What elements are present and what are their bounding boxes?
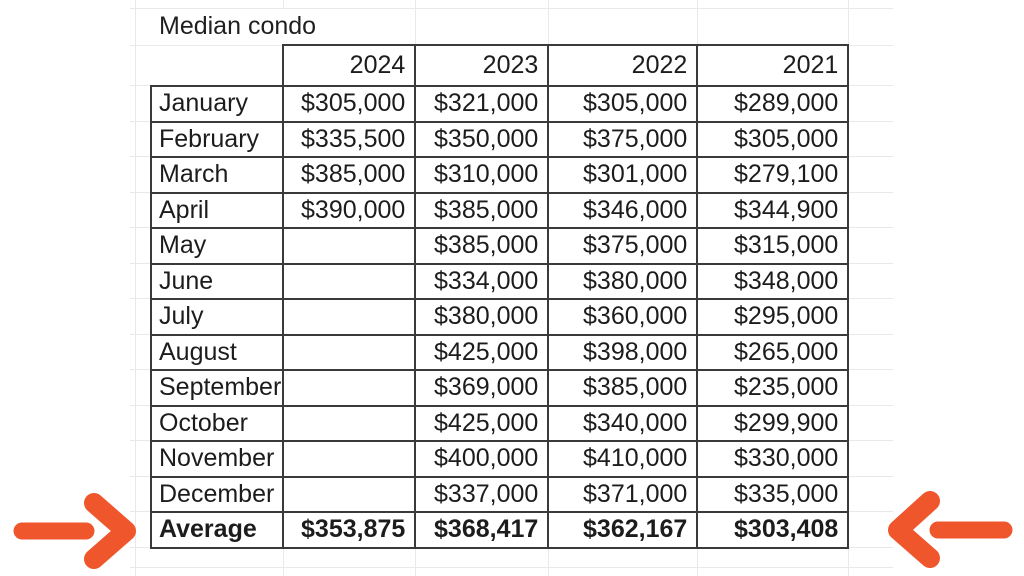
price-cell[interactable]: $310,000 bbox=[414, 156, 550, 194]
price-cell[interactable] bbox=[282, 333, 417, 371]
price-cell[interactable]: $346,000 bbox=[547, 191, 699, 229]
price-cell[interactable]: $305,000 bbox=[282, 85, 417, 123]
month-cell[interactable]: September bbox=[149, 369, 285, 407]
price-cell[interactable]: $360,000 bbox=[547, 298, 699, 336]
month-cell[interactable]: March bbox=[149, 156, 285, 194]
price-cell[interactable] bbox=[282, 369, 417, 407]
price-cell[interactable]: $335,500 bbox=[282, 120, 417, 158]
table-row: July $380,000 $360,000 $295,000 bbox=[149, 298, 850, 336]
month-cell[interactable]: January bbox=[149, 85, 285, 123]
table-row: October $425,000 $340,000 $299,900 bbox=[149, 404, 850, 442]
table-row: January $305,000 $321,000 $305,000 $289,000 bbox=[149, 85, 850, 123]
year-header-row: 2024 2023 2022 2021 bbox=[151, 44, 850, 87]
price-cell[interactable]: $289,000 bbox=[696, 85, 850, 123]
gridline bbox=[130, 8, 893, 9]
price-cell[interactable]: $362,167 bbox=[547, 511, 699, 549]
condo-price-table: 2024 2023 2022 2021 January $305,000 $321,… bbox=[149, 44, 850, 549]
table-row: November $400,000 $410,000 $330,000 bbox=[149, 440, 850, 478]
table-row: December $337,000 $371,000 $335,000 bbox=[149, 475, 850, 513]
price-cell[interactable]: $299,900 bbox=[696, 404, 850, 442]
price-cell[interactable]: $385,000 bbox=[414, 191, 550, 229]
price-cell[interactable]: $337,000 bbox=[414, 475, 550, 513]
blank-header-cell[interactable] bbox=[151, 45, 283, 86]
table-row: May $385,000 $375,000 $315,000 bbox=[149, 227, 850, 265]
price-cell[interactable]: $425,000 bbox=[414, 333, 550, 371]
month-cell[interactable]: July bbox=[149, 298, 285, 336]
gridline bbox=[848, 0, 849, 576]
month-cell[interactable]: April bbox=[149, 191, 285, 229]
price-cell[interactable]: $279,100 bbox=[696, 156, 850, 194]
gridline bbox=[130, 567, 893, 568]
table-row: September $369,000 $385,000 $235,000 bbox=[149, 369, 850, 407]
month-cell[interactable]: December bbox=[149, 475, 285, 513]
year-header-2022[interactable]: 2022 bbox=[547, 44, 699, 87]
price-cell[interactable]: $305,000 bbox=[547, 85, 699, 123]
price-cell[interactable]: $398,000 bbox=[547, 333, 699, 371]
price-cell[interactable]: $330,000 bbox=[696, 440, 850, 478]
price-cell[interactable]: $348,000 bbox=[696, 262, 850, 300]
price-cell[interactable]: $301,000 bbox=[547, 156, 699, 194]
table-row: August $425,000 $398,000 $265,000 bbox=[149, 333, 850, 371]
price-cell[interactable]: $353,875 bbox=[282, 511, 417, 549]
price-cell[interactable]: $400,000 bbox=[414, 440, 550, 478]
price-cell[interactable] bbox=[282, 475, 417, 513]
price-cell[interactable]: $425,000 bbox=[414, 404, 550, 442]
table-row: June $334,000 $380,000 $348,000 bbox=[149, 262, 850, 300]
month-cell[interactable]: August bbox=[149, 333, 285, 371]
month-cell[interactable]: February bbox=[149, 120, 285, 158]
price-cell[interactable]: $410,000 bbox=[547, 440, 699, 478]
price-cell[interactable]: $350,000 bbox=[414, 120, 550, 158]
price-cell[interactable]: $371,000 bbox=[547, 475, 699, 513]
price-cell[interactable] bbox=[282, 262, 417, 300]
gridline bbox=[135, 0, 136, 576]
price-cell[interactable] bbox=[282, 298, 417, 336]
month-cell[interactable]: Average bbox=[149, 511, 285, 549]
price-cell[interactable]: $235,000 bbox=[696, 369, 850, 407]
price-cell[interactable]: $390,000 bbox=[282, 191, 417, 229]
price-cell[interactable]: $265,000 bbox=[696, 333, 850, 371]
price-cell[interactable]: $385,000 bbox=[547, 369, 699, 407]
price-cell[interactable]: $380,000 bbox=[414, 298, 550, 336]
price-cell[interactable]: $344,900 bbox=[696, 191, 850, 229]
sheet-title: Median condo bbox=[151, 9, 409, 44]
table-row: March $385,000 $310,000 $301,000 $279,100 bbox=[149, 156, 850, 194]
month-cell[interactable]: November bbox=[149, 440, 285, 478]
year-header-2021[interactable]: 2021 bbox=[696, 44, 850, 87]
price-cell[interactable]: $368,417 bbox=[414, 511, 550, 549]
price-cell[interactable]: $295,000 bbox=[696, 298, 850, 336]
year-header-2023[interactable]: 2023 bbox=[414, 44, 550, 87]
month-cell[interactable]: October bbox=[149, 404, 285, 442]
price-cell[interactable]: $375,000 bbox=[547, 227, 699, 265]
price-cell[interactable]: $305,000 bbox=[696, 120, 850, 158]
price-cell[interactable]: $375,000 bbox=[547, 120, 699, 158]
table-row: February $335,500 $350,000 $375,000 $305,000 bbox=[149, 120, 850, 158]
price-cell[interactable] bbox=[282, 440, 417, 478]
price-cell[interactable]: $385,000 bbox=[414, 227, 550, 265]
price-cell[interactable]: $334,000 bbox=[414, 262, 550, 300]
year-header-2024[interactable]: 2024 bbox=[282, 44, 417, 87]
table-body: January $305,000 $321,000 $305,000 $289,000 F… bbox=[149, 85, 850, 549]
price-cell[interactable]: $315,000 bbox=[696, 227, 850, 265]
month-cell[interactable]: May bbox=[149, 227, 285, 265]
table-row: April $390,000 $385,000 $346,000 $344,900 bbox=[149, 191, 850, 229]
price-cell[interactable]: $340,000 bbox=[547, 404, 699, 442]
table-row: Average $353,875 $368,417 $362,167 $303,408 bbox=[149, 511, 850, 549]
price-cell[interactable]: $335,000 bbox=[696, 475, 850, 513]
price-cell[interactable]: $321,000 bbox=[414, 85, 550, 123]
price-cell[interactable]: $303,408 bbox=[696, 511, 850, 549]
price-cell[interactable]: $369,000 bbox=[414, 369, 550, 407]
price-cell[interactable]: $380,000 bbox=[547, 262, 699, 300]
price-cell[interactable] bbox=[282, 404, 417, 442]
price-cell[interactable] bbox=[282, 227, 417, 265]
price-cell[interactable]: $385,000 bbox=[282, 156, 417, 194]
month-cell[interactable]: June bbox=[149, 262, 285, 300]
